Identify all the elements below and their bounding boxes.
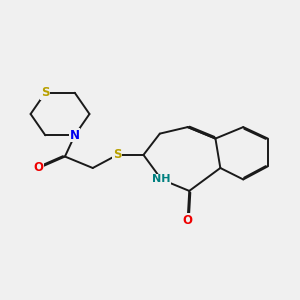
Text: S: S <box>113 148 122 161</box>
Text: N: N <box>70 129 80 142</box>
Text: O: O <box>183 214 193 227</box>
Text: S: S <box>41 86 50 99</box>
Text: O: O <box>34 161 44 175</box>
Text: NH: NH <box>152 174 171 184</box>
